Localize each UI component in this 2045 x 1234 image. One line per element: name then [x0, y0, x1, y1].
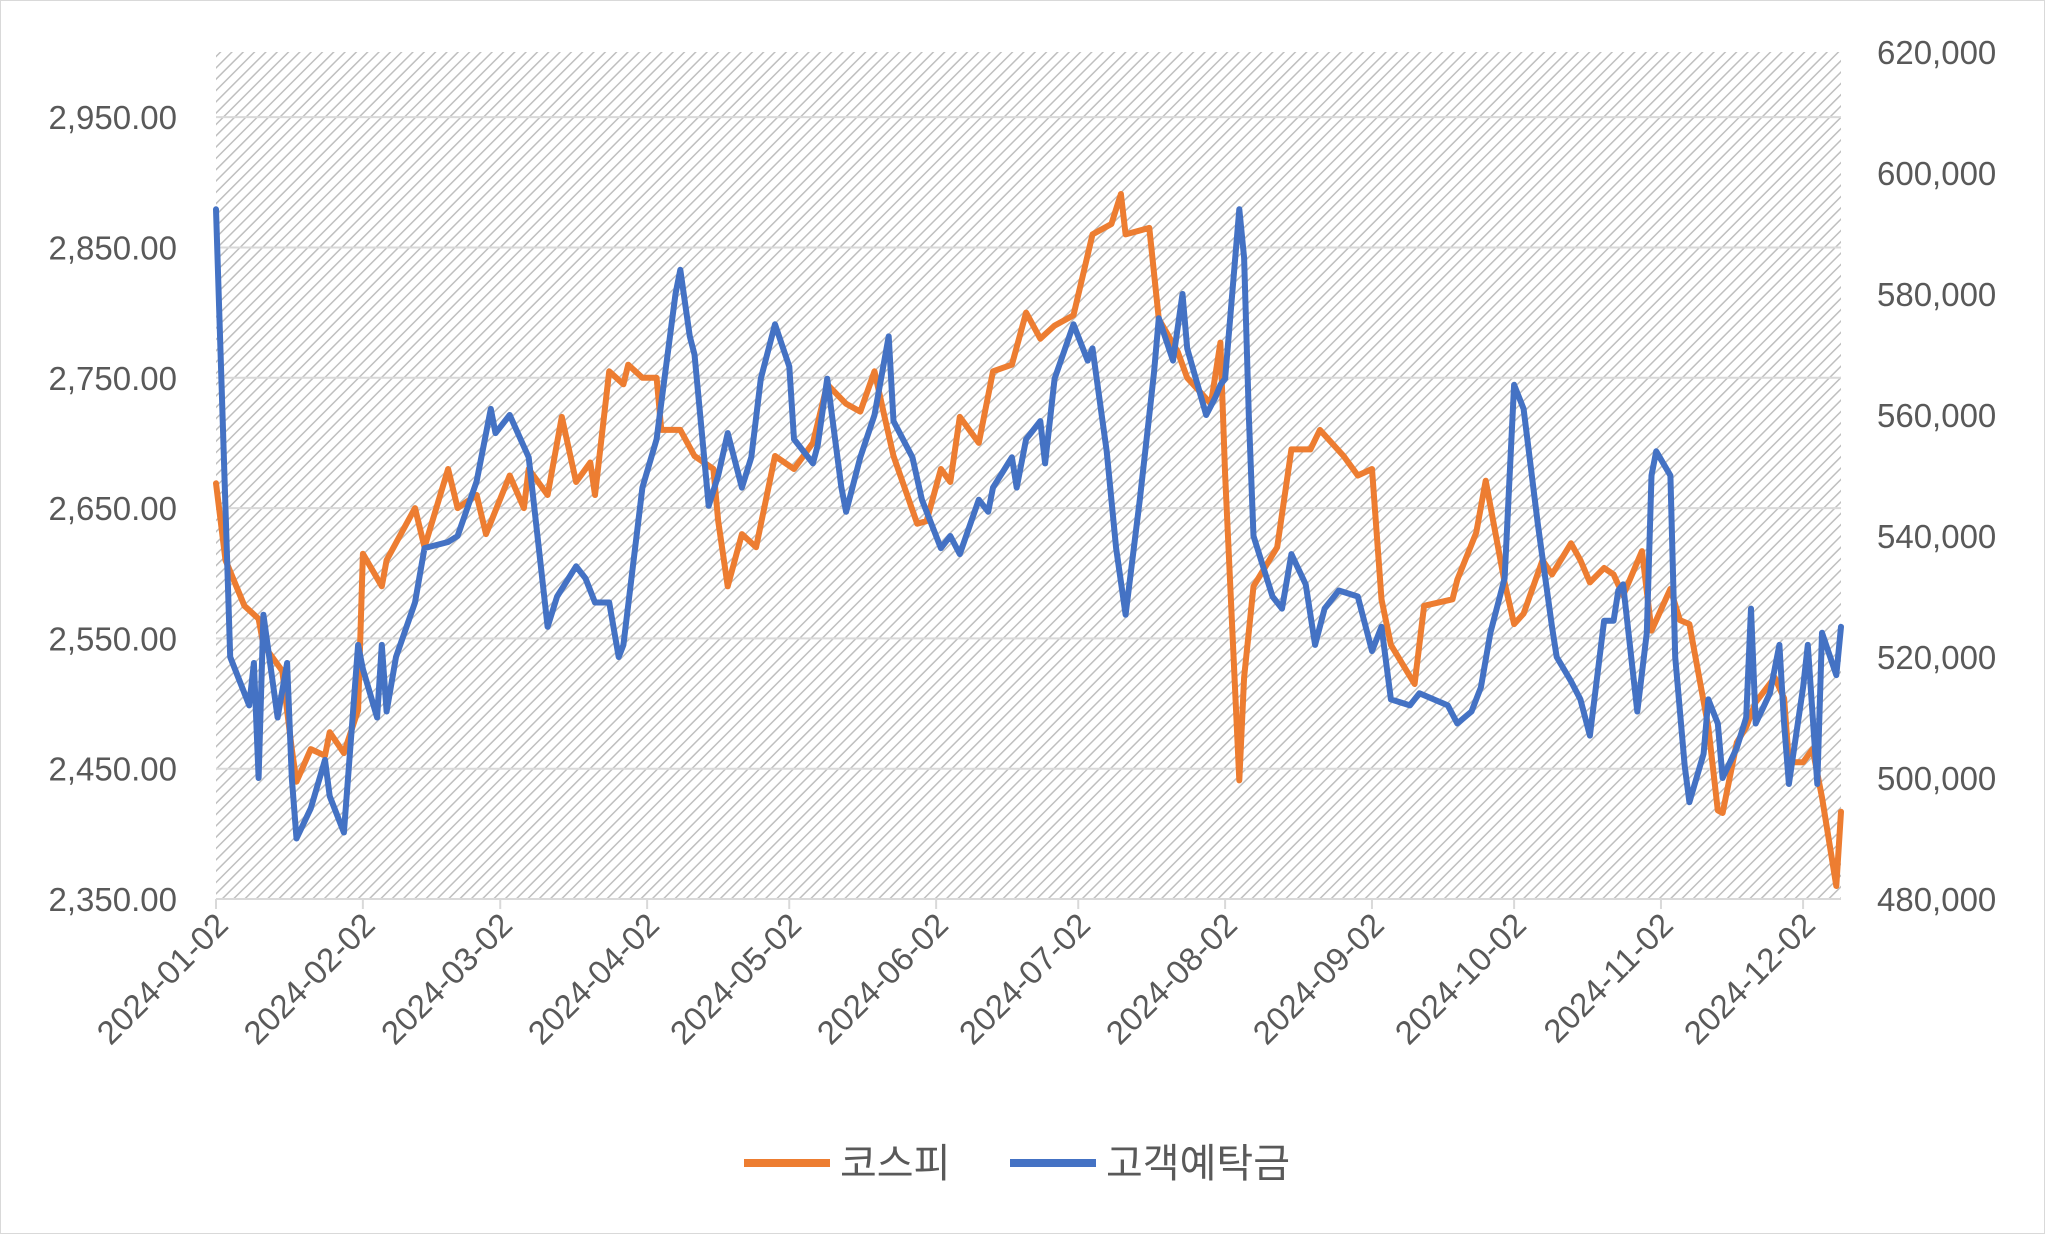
- series-line: [213, 206, 1844, 842]
- right-y-tick-label: 600,000: [1877, 155, 1996, 192]
- legend-label-deposits: 고객예탁금: [1106, 1141, 1290, 1187]
- right-y-tick-label: 520,000: [1877, 639, 1996, 676]
- left-y-tick-label: 2,350.00: [49, 881, 177, 918]
- series-kospi: [213, 191, 1844, 889]
- plot-area-background: [216, 52, 1841, 899]
- series-lines: [213, 191, 1844, 889]
- series-customer-deposits: [213, 206, 1844, 842]
- series-line: [213, 191, 1844, 889]
- right-y-tick-label: 580,000: [1877, 276, 1996, 313]
- right-y-tick-label: 620,000: [1877, 34, 1996, 71]
- x-tick-label: 2024-01-02: [89, 906, 235, 1052]
- x-tick-label: 2024-03-02: [374, 906, 520, 1052]
- legend: 코스피 고객예탁금: [744, 1141, 1290, 1187]
- left-y-tick-label: 2,550.00: [49, 620, 177, 657]
- right-y-tick-label: 500,000: [1877, 760, 1996, 797]
- legend-label-kospi: 코스피: [840, 1141, 950, 1187]
- right-y-tick-label: 540,000: [1877, 518, 1996, 555]
- left-y-tick-label: 2,950.00: [49, 99, 177, 136]
- right-y-tick-label: 560,000: [1877, 397, 1996, 434]
- x-tick-label: 2024-07-02: [952, 906, 1098, 1052]
- x-tick-label: 2024-10-02: [1388, 906, 1534, 1052]
- left-y-tick-label: 2,850.00: [49, 229, 177, 266]
- left-y-tick-label: 2,650.00: [49, 490, 177, 527]
- x-tick-label: 2024-08-02: [1099, 906, 1245, 1052]
- x-tick-label: 2024-11-02: [1536, 906, 1680, 1050]
- x-tick-label: 2024-12-02: [1677, 906, 1823, 1052]
- left-y-tick-label: 2,750.00: [49, 360, 177, 397]
- x-tick-label: 2024-05-02: [663, 906, 809, 1052]
- right-y-axis: 480,000 500,000 520,000 540,000 560,000 580,0…: [1877, 34, 1996, 918]
- x-tick-label: 2024-09-02: [1245, 906, 1391, 1052]
- right-y-tick-label: 480,000: [1877, 881, 1996, 918]
- x-tick-label: 2024-02-02: [236, 906, 382, 1052]
- x-tick-label: 2024-04-02: [521, 906, 667, 1052]
- left-y-tick-label: 2,450.00: [49, 751, 177, 788]
- left-y-axis: 2,350.00 2,450.00 2,550.00 2,650.00 2,750.00…: [49, 99, 177, 918]
- x-tick-label: 2024-06-02: [810, 906, 956, 1052]
